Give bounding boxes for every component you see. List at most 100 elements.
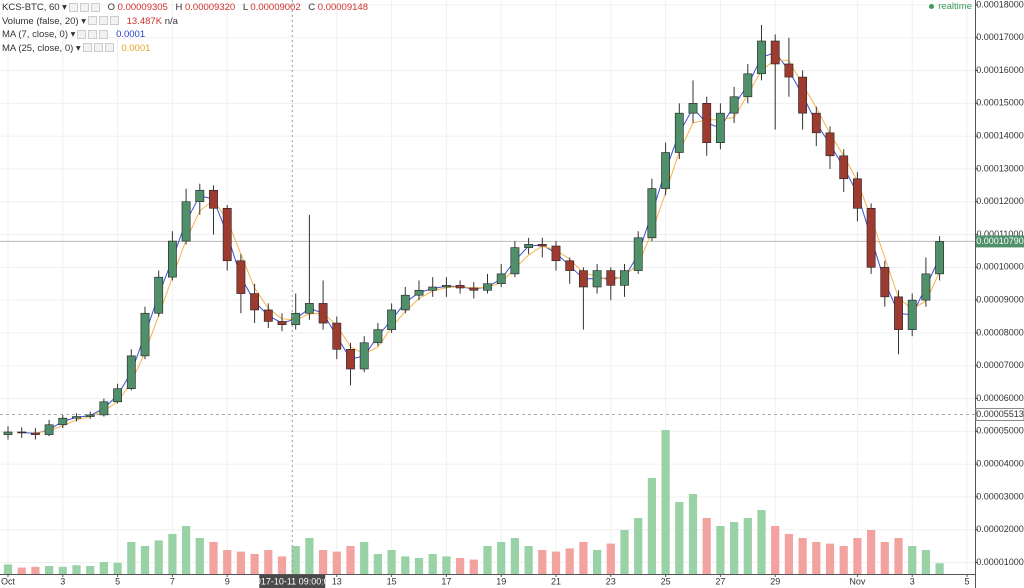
candle-body <box>414 289 424 296</box>
x-tick-label: 29 <box>770 576 780 586</box>
volume-bar <box>661 430 670 574</box>
volume-bar <box>647 478 657 574</box>
x-tick-label: 25 <box>661 576 671 586</box>
volume-bar <box>86 566 95 574</box>
volume-bar <box>277 556 287 574</box>
candle-body <box>346 349 355 370</box>
candle-body <box>167 240 177 278</box>
volume-bar <box>195 538 204 574</box>
volume-bar <box>318 550 328 574</box>
volume-bar <box>866 530 876 574</box>
candle-body <box>154 276 164 314</box>
candle-body <box>592 270 602 288</box>
study-name[interactable]: MA (7, close, 0) <box>2 29 68 40</box>
ohlc-label: C <box>308 2 316 13</box>
candle-body <box>44 424 54 435</box>
x-tick-label: 3 <box>60 576 65 586</box>
candle-body <box>866 207 876 268</box>
volume-bar <box>825 543 835 574</box>
candle-body <box>441 285 451 288</box>
ohlc-value: 0.00009305 <box>117 2 168 13</box>
candle-body <box>729 96 739 114</box>
candle-body <box>455 285 465 289</box>
x-tick-label: 5 <box>115 576 120 586</box>
candle-body <box>469 287 479 291</box>
candle-body <box>647 188 657 239</box>
x-tick-label: 9 <box>225 576 230 586</box>
volume-bar <box>592 550 602 574</box>
volume-bar <box>675 502 684 574</box>
candle-body <box>181 201 191 242</box>
volume-bar <box>72 565 81 574</box>
x-tick-label: 23 <box>606 576 616 586</box>
volume-bar <box>99 562 109 574</box>
volume-bar <box>757 510 766 574</box>
volume-bar <box>908 546 917 574</box>
candle-body <box>72 416 81 419</box>
ma7-row: MA (7, close, 0) ▾ 0.0001 <box>2 29 146 40</box>
volume-bar <box>305 538 314 574</box>
volume-bar <box>716 526 725 574</box>
candle-body <box>811 112 821 134</box>
volume-bar <box>524 546 533 574</box>
candle-body <box>743 73 753 98</box>
candle-body <box>606 270 616 286</box>
volume-bar <box>565 548 574 574</box>
ohlc-label: O <box>107 2 115 13</box>
candle-body <box>633 237 643 271</box>
candle-body <box>359 342 369 370</box>
candle-body <box>907 299 917 330</box>
candle-body <box>551 245 561 262</box>
volume-bar <box>483 546 492 574</box>
ohlc-value: 0.00009002 <box>250 2 301 13</box>
y-tick-label: 0.00008000 <box>976 327 1024 337</box>
volume-bar <box>634 518 643 574</box>
status-line: KCS-BTC, 60 ▾ O 0.00009305 H 0.00009320 … <box>2 1 368 55</box>
study-value: 13.487K <box>126 15 163 27</box>
candle-body <box>318 303 328 324</box>
volume-bar <box>360 542 369 574</box>
candle-body <box>921 273 931 301</box>
crosshair-label: 2017-10-11 09:00:00 <box>251 576 334 586</box>
last-price-tag <box>976 235 1024 248</box>
candle-body <box>565 260 575 271</box>
volume-bar <box>688 494 698 574</box>
symbol-row: KCS-BTC, 60 ▾ O 0.00009305 H 0.00009320 … <box>2 2 368 13</box>
volume-bar <box>181 526 191 574</box>
candle-body <box>839 155 849 180</box>
candle-body <box>524 244 534 248</box>
volume-bar <box>442 556 451 574</box>
study-name[interactable]: Volume (false, 20) <box>2 15 79 27</box>
volume-bar <box>469 559 478 574</box>
x-tick-label: 5 <box>965 576 970 586</box>
volume-bar <box>798 538 807 574</box>
candle-body <box>510 247 520 275</box>
candle-body <box>58 417 68 426</box>
time-axis <box>0 574 975 588</box>
volume-bar <box>140 546 150 574</box>
y-tick-label: 0.00010000 <box>976 262 1024 272</box>
candle-body <box>496 273 506 285</box>
volume-bar <box>17 567 26 574</box>
candle-body <box>250 293 260 311</box>
candle-body <box>263 309 273 322</box>
candle-body <box>880 267 890 298</box>
study-name[interactable]: MA (25, close, 0) <box>2 42 74 54</box>
volume-bar <box>332 551 341 574</box>
volume-bar <box>771 526 780 574</box>
candle-body <box>825 132 835 157</box>
volume-bar <box>551 551 561 574</box>
volume-bar <box>579 542 588 574</box>
candle-body <box>757 40 766 75</box>
x-tick-label: Oct <box>1 576 16 586</box>
candle-body <box>537 244 547 247</box>
candle-body <box>894 296 903 330</box>
x-tick-label: 21 <box>551 576 561 586</box>
symbol[interactable]: KCS-BTC, 60 <box>2 2 60 13</box>
volume-bar <box>414 558 424 574</box>
volume-bar <box>127 542 136 574</box>
volume-bar <box>538 550 547 574</box>
volume-bar <box>223 550 232 574</box>
candle-body <box>688 103 698 114</box>
candle-body <box>3 431 13 435</box>
